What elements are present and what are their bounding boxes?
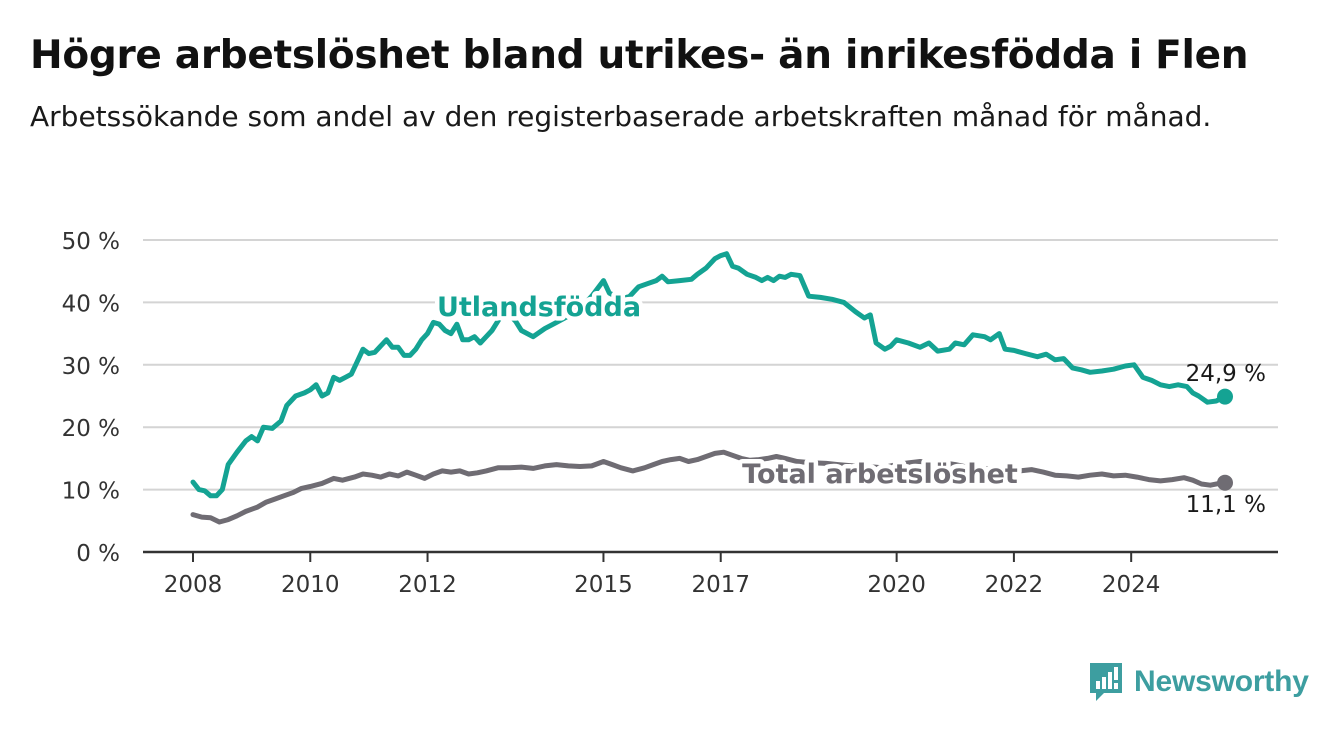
y-tick-label: 30 % (62, 354, 120, 380)
series-line-total (190, 449, 1228, 525)
x-tick-label: 2024 (1102, 572, 1161, 598)
series-label-utlandsfodda-halo: Utlandsfödda (437, 292, 641, 323)
series-label-utlandsfodda: Utlandsfödda (437, 292, 641, 323)
y-tick-label: 20 % (62, 416, 120, 442)
brand-logo: Newsworthy (1088, 660, 1309, 704)
x-tick-label: 2008 (164, 572, 223, 598)
y-tick-label: 0 % (76, 541, 120, 567)
y-tick-label: 40 % (62, 291, 120, 317)
series-label-total-halo: Total arbetslöshet (742, 459, 1018, 490)
x-tick-label: 2010 (281, 572, 340, 598)
x-tick-label: 2020 (867, 572, 926, 598)
end-label-utlandsfodda: 24,9 % (1186, 361, 1266, 387)
brand-name: Newsworthy (1134, 665, 1309, 698)
end-marker-total (1217, 474, 1233, 491)
chart-title: Högre arbetslöshet bland utrikes- än inr… (30, 33, 1249, 78)
x-tick-label: 2022 (985, 572, 1044, 598)
x-tick-label: 2017 (691, 572, 750, 598)
y-tick-label: 50 % (62, 229, 120, 255)
series-line-utlandsfodda (190, 251, 1228, 499)
newsworthy-logo-icon (1090, 663, 1122, 701)
x-tick-label: 2012 (398, 572, 457, 598)
end-marker-utlandsfodda (1217, 388, 1233, 405)
x-tick-label: 2015 (574, 572, 633, 598)
series-label-total: Total arbetslöshet (742, 459, 1018, 490)
y-tick-label: 10 % (62, 479, 120, 505)
chart-subtitle: Arbetssökande som andel av den registerb… (30, 100, 1212, 133)
end-label-total: 11,1 % (1186, 492, 1266, 518)
